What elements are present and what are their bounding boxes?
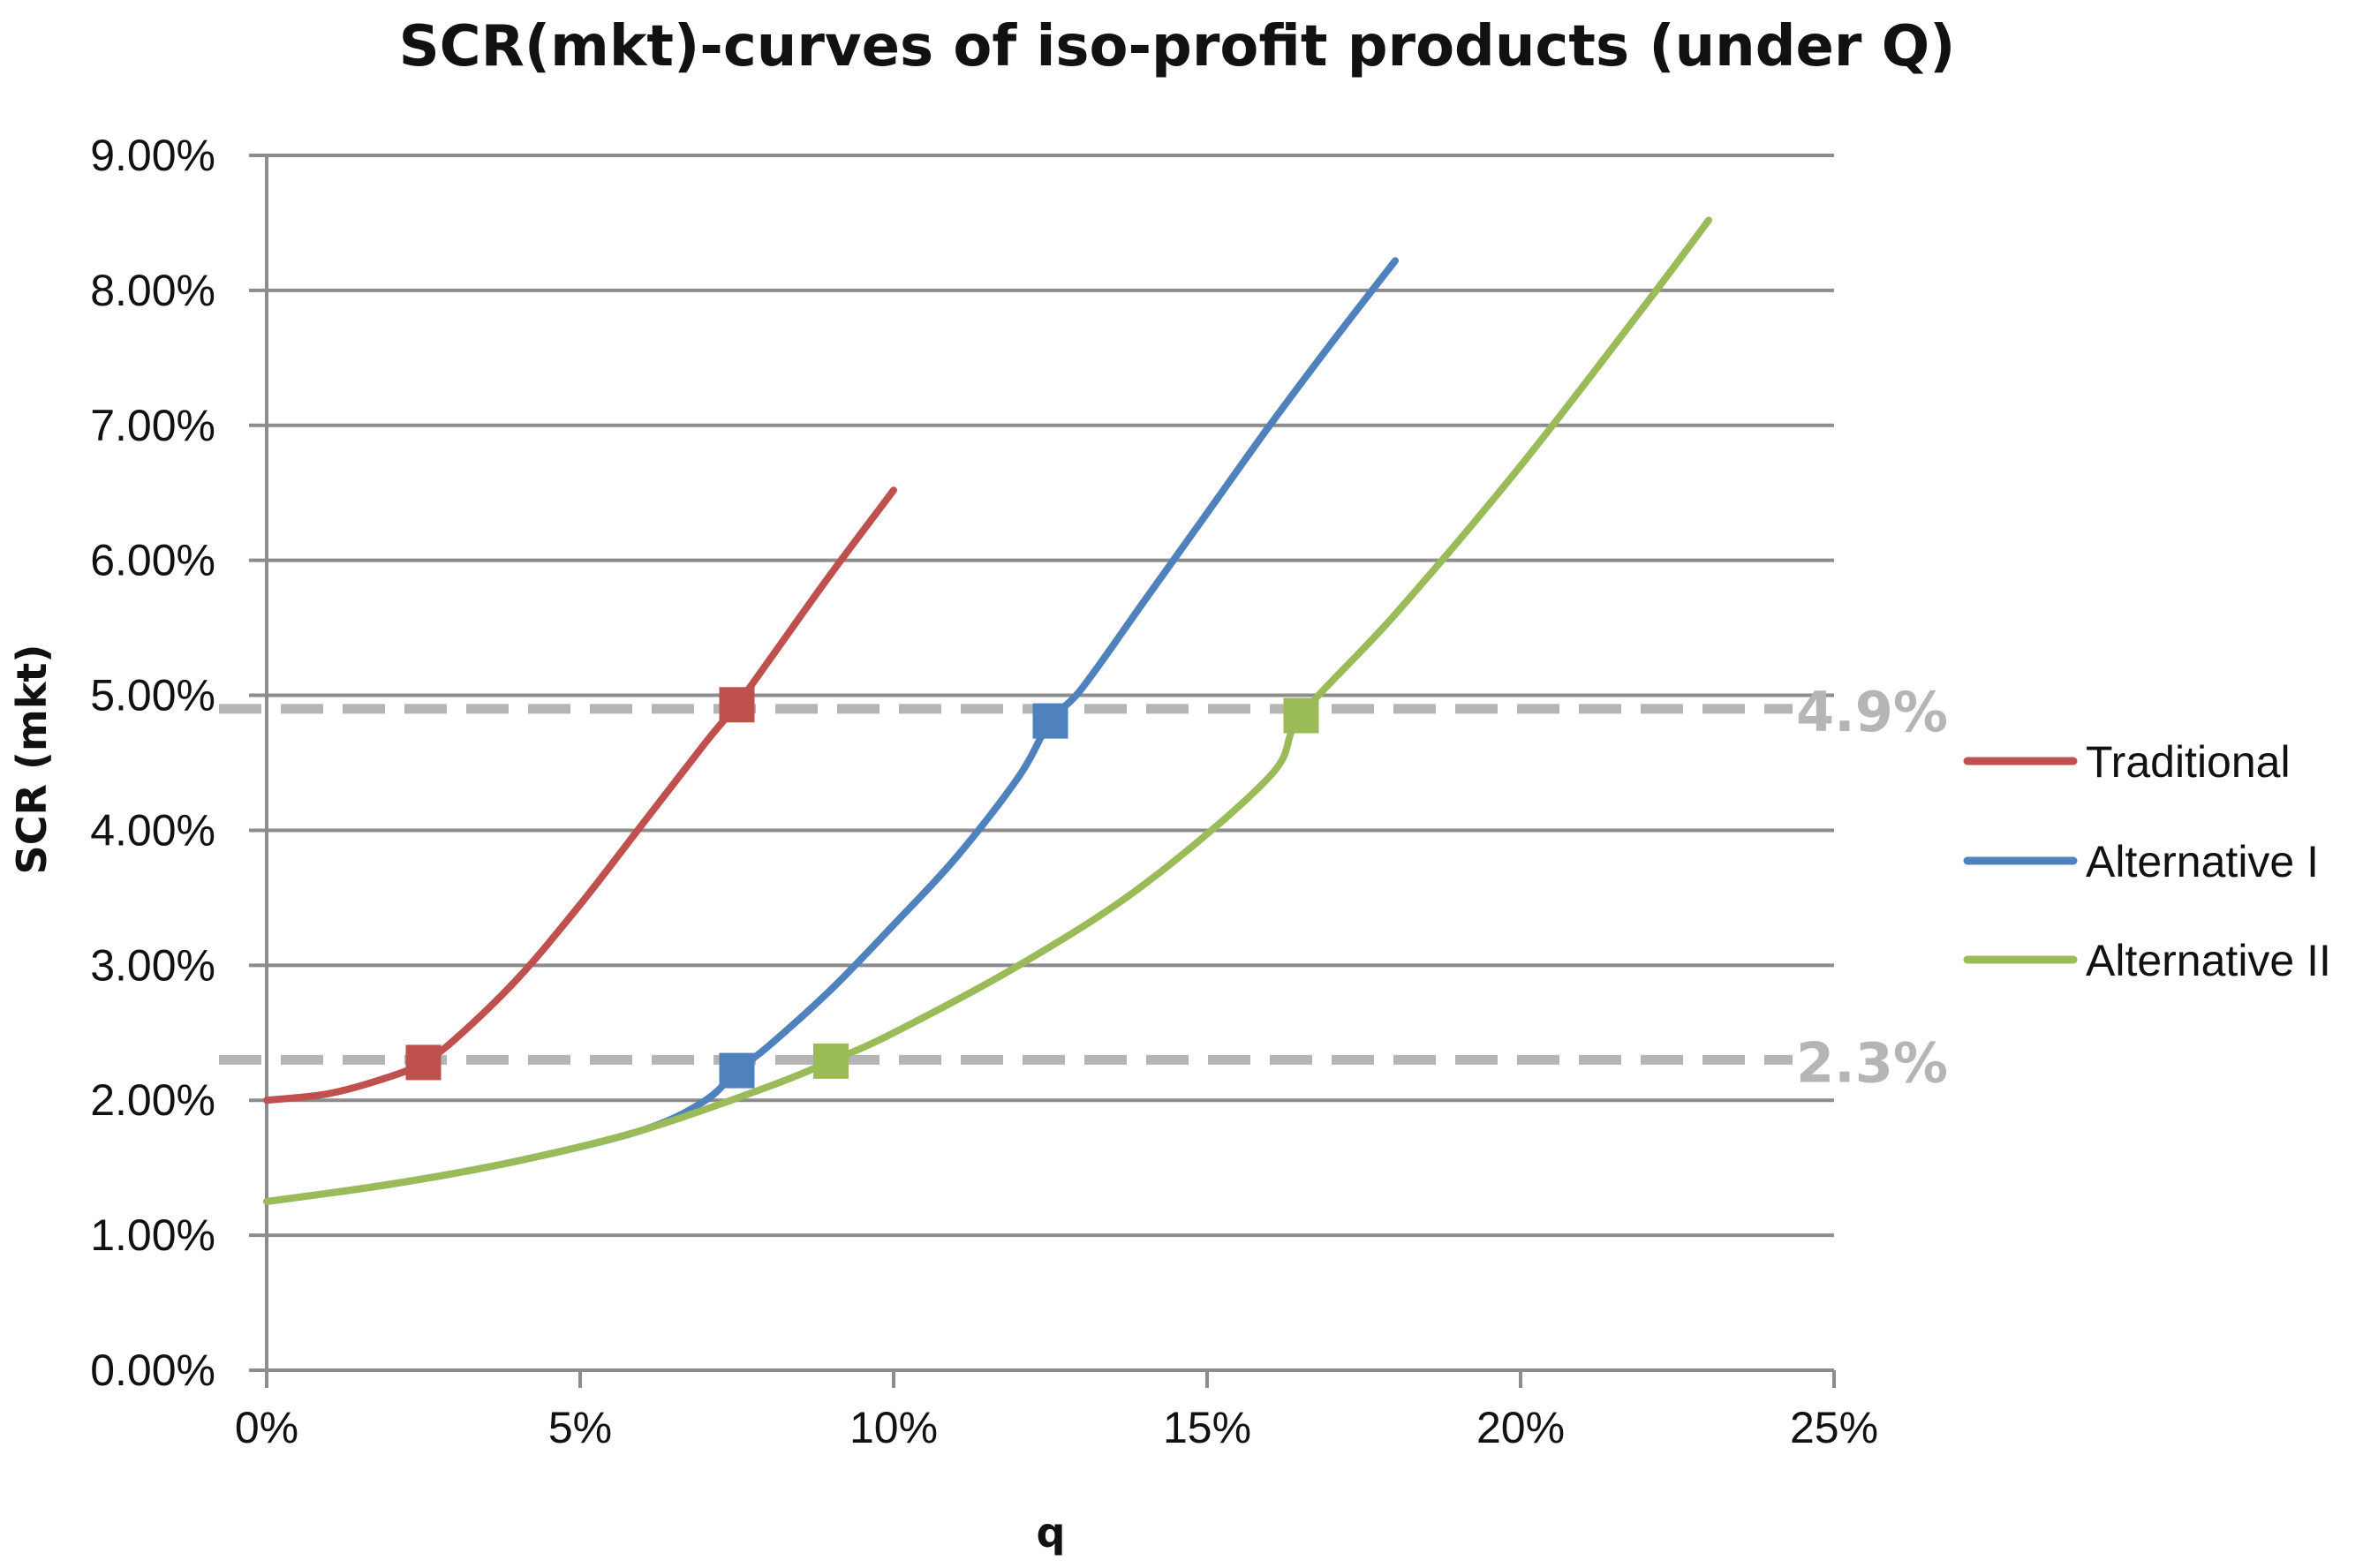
- legend-label: Alternative I: [2086, 837, 2319, 886]
- y-tick-label: 7.00%: [90, 401, 215, 450]
- legend: Traditional Alternative I Alternative II: [1963, 737, 2331, 985]
- y-tick-label: 0.00%: [90, 1346, 215, 1395]
- x-tick-label: 15%: [1163, 1403, 1251, 1452]
- legend-label: Traditional: [2086, 737, 2291, 787]
- y-tick-label: 3.00%: [90, 940, 215, 990]
- y-axis-label: SCR (mkt): [8, 645, 56, 875]
- series-group: [263, 216, 1712, 1205]
- data-marker: [719, 1052, 755, 1089]
- chart-title: SCR(mkt)-curves of iso-profit products (…: [399, 14, 1956, 79]
- y-tick-label: 4.00%: [90, 805, 215, 855]
- reference-lines: 4.9% 2.3%: [219, 680, 1948, 1095]
- x-axis-label: q: [1037, 1509, 1066, 1557]
- series-line: [263, 486, 897, 1104]
- x-tick-label: 10%: [849, 1403, 938, 1452]
- x-tick-label: 25%: [1790, 1403, 1878, 1452]
- reference-line-label: 4.9%: [1796, 680, 1948, 744]
- y-tick-label: 9.00%: [90, 131, 215, 180]
- series-line: [263, 216, 1712, 1205]
- axes: [249, 154, 1836, 1388]
- reference-line-label: 2.3%: [1796, 1030, 1948, 1095]
- x-tick-label: 0%: [235, 1403, 298, 1452]
- data-marker: [1032, 703, 1068, 739]
- y-tick-label: 2.00%: [90, 1075, 215, 1125]
- y-tick-label: 5.00%: [90, 671, 215, 720]
- x-tick-label: 20%: [1476, 1403, 1565, 1452]
- data-marker: [405, 1044, 442, 1081]
- x-tick-label: 5%: [548, 1403, 612, 1452]
- legend-label: Alternative II: [2086, 936, 2331, 985]
- data-marker: [1283, 697, 1319, 734]
- data-marker: [719, 687, 755, 723]
- data-marker: [813, 1043, 849, 1079]
- y-tick-label: 6.00%: [90, 536, 215, 585]
- y-tick-label: 1.00%: [90, 1210, 215, 1260]
- y-tick-label: 8.00%: [90, 266, 215, 315]
- grid: [267, 154, 1834, 1238]
- tick-labels: 0.00% 1.00% 2.00% 3.00% 4.00% 5.00% 6.00% 7.00%…: [90, 131, 1878, 1452]
